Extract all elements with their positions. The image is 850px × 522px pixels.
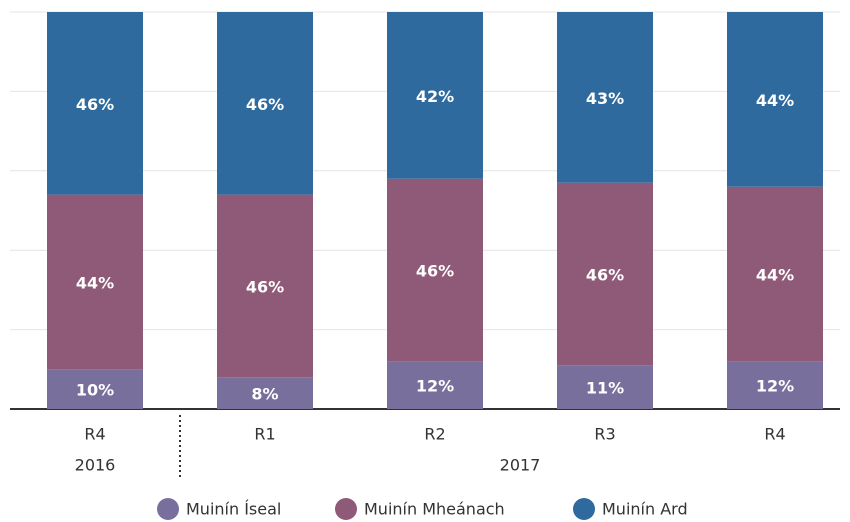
bar-segment [557,365,653,409]
legend-swatch [335,498,357,520]
x-tick-label: R2 [424,425,445,444]
bar-segment [727,12,823,187]
bar-segment [47,12,143,195]
x-tick-label: R4 [84,425,105,444]
data-label: 44% [756,266,794,285]
bar-segment [387,361,483,409]
data-label: 46% [76,95,114,114]
data-label: 12% [416,377,454,396]
legend-label: Muinín Íseal [186,500,281,519]
bar-segment [727,186,823,362]
data-label: 8% [251,385,278,404]
bar-segment [47,194,143,370]
x-tick-label: R1 [254,425,275,444]
bar-segment [217,12,313,195]
bar-segment [387,12,483,179]
data-label: 43% [586,89,624,108]
data-label: 46% [586,266,624,285]
data-label: 10% [76,381,114,400]
bar-segment [557,182,653,366]
data-label: 46% [416,262,454,281]
data-label: 11% [586,379,624,398]
data-label: 46% [246,277,284,296]
bar-segment [387,178,483,362]
data-label: 44% [76,273,114,292]
legend-swatch [573,498,595,520]
legend-label: Muinín Mheánach [364,500,505,519]
legend-label: Muinín Ard [602,500,688,519]
x-tick-label: R4 [764,425,785,444]
data-label: 12% [756,377,794,396]
bar-segment [47,369,143,409]
data-label: 46% [246,95,284,114]
bar-segment [217,377,313,409]
data-label: 44% [756,91,794,110]
data-label: 42% [416,87,454,106]
x-group-label: 2017 [500,456,541,475]
bar-segment [217,194,313,378]
legend-swatch [157,498,179,520]
x-group-label: 2016 [75,456,116,475]
x-tick-label: R3 [594,425,615,444]
bar-segment [727,361,823,409]
bar-segment [557,12,653,183]
